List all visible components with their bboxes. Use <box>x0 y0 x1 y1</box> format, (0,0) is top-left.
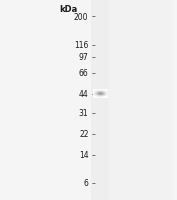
Text: 22: 22 <box>79 130 88 138</box>
Text: 97: 97 <box>79 53 88 61</box>
Text: 6: 6 <box>84 179 88 187</box>
Text: –: – <box>91 109 95 117</box>
Text: –: – <box>91 179 95 187</box>
Text: –: – <box>91 90 95 98</box>
Bar <box>92 0 173 200</box>
Text: –: – <box>91 151 95 159</box>
Text: –: – <box>91 41 95 49</box>
Text: –: – <box>91 69 95 77</box>
Text: –: – <box>91 13 95 21</box>
Text: –: – <box>91 53 95 61</box>
Text: 44: 44 <box>79 90 88 98</box>
Text: kDa: kDa <box>60 5 78 14</box>
Text: 116: 116 <box>74 41 88 49</box>
Bar <box>91 0 109 200</box>
Text: 31: 31 <box>79 109 88 117</box>
Text: 200: 200 <box>74 13 88 21</box>
Text: 66: 66 <box>79 69 88 77</box>
Text: 14: 14 <box>79 151 88 159</box>
Text: –: – <box>91 130 95 138</box>
